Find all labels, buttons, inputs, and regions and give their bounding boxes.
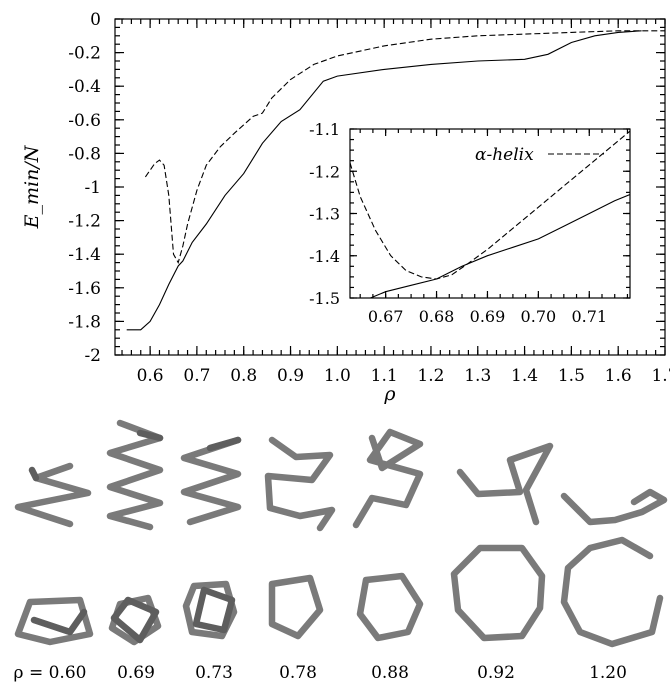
x-tick-label: 1.0	[324, 366, 351, 386]
structure-side-0-88	[352, 428, 424, 529]
x-tick-label: 1.7	[651, 366, 670, 386]
rho-label-0-73: 0.73	[195, 663, 233, 683]
structure-side-0-60	[14, 462, 92, 528]
x-tick-label: 1.3	[464, 366, 491, 386]
structure-side-0-92	[456, 442, 554, 526]
y-tick-label: -1.4	[68, 245, 101, 265]
rho-label-0-78: 0.78	[279, 663, 317, 683]
y-tick-label: -0.8	[68, 144, 101, 164]
structure-top-0-60-b	[30, 608, 88, 636]
y-tick-label: -1	[84, 178, 101, 198]
inset-y-ticks: -1.1 -1.2 -1.3 -1.4 -1.5	[309, 120, 630, 308]
y-tick-label: -1.8	[68, 312, 101, 332]
structure-side-1-20	[560, 488, 668, 526]
structure-top-0-88	[356, 572, 424, 642]
y-tick-label: -0.2	[68, 44, 101, 64]
rho-label-0-88: 0.88	[371, 663, 409, 683]
main-y-axis-label: E_min/N	[21, 144, 43, 229]
structure-top-0-60	[14, 596, 94, 646]
y-tick-label: -1.4	[309, 247, 340, 266]
structure-side-0-78	[264, 436, 336, 532]
series-line-solid	[126, 30, 642, 331]
x-tick-label: 0.69	[470, 307, 506, 326]
series-line-solid	[370, 193, 630, 298]
x-tick-label: 1.4	[511, 366, 538, 386]
x-tick-label: 1.5	[558, 366, 585, 386]
x-tick-label: 0.9	[277, 366, 304, 386]
rho-label-1-20: 1.20	[589, 663, 627, 683]
main-x-ticks: 0.6 0.7 0.8 0.9 1.0 1.1 1.2 1.3 1.4 1.5 1.6 1.7	[121, 19, 670, 386]
main-chart: 0.6 0.7 0.8 0.9 1.0 1.1 1.2 1.3 1.4 1.5 1.6 1.7 0 -0…	[21, 10, 670, 405]
x-tick-label: 0.8	[230, 366, 257, 386]
y-tick-label: -1.5	[309, 289, 340, 308]
rho-label-0-69: 0.69	[117, 663, 155, 683]
inset-annotation-alpha-helix: α-helix	[475, 145, 534, 165]
structure-side-0-73-b	[206, 436, 242, 452]
x-tick-label: 0.67	[368, 307, 404, 326]
structure-side-0-69	[106, 419, 164, 531]
y-tick-label: -1.3	[309, 205, 340, 224]
structure-side-0-73	[180, 436, 242, 526]
x-tick-label: 0.7	[183, 366, 210, 386]
inset-series	[350, 130, 630, 298]
x-tick-label: 0.68	[419, 307, 455, 326]
series-line-dashed	[144, 30, 665, 265]
y-tick-label: -0.4	[68, 77, 101, 97]
y-tick-label: -2	[84, 346, 101, 366]
structure-top-0-69-b	[110, 596, 160, 644]
x-tick-label: 1.6	[605, 366, 632, 386]
main-x-axis-label: ρ	[383, 383, 396, 405]
y-tick-label: -1.2	[309, 162, 340, 181]
structure-panel: ρ = 0.60 0.69 0.73 0.78 0.88 0.92 1.20	[14, 419, 668, 683]
x-tick-label: 1.2	[417, 366, 444, 386]
inset-x-ticks: 0.67 0.68 0.69 0.70 0.71	[359, 129, 629, 326]
structure-top-0-92	[450, 544, 546, 642]
structure-side-0-69-b	[136, 429, 164, 442]
main-series	[126, 30, 665, 331]
structure-top-0-73	[182, 580, 238, 640]
inset-legend-background	[470, 142, 546, 166]
structure-side-0-60-b	[28, 466, 40, 482]
y-tick-label: 0	[90, 10, 101, 30]
series-line-dashed	[350, 130, 630, 280]
rho-label-0-92: 0.92	[477, 663, 515, 683]
main-y-ticks: 0 -0.2 -0.4 -0.6 -0.8 -1 -1.2 -1.4 -1.6 -1.8 -2	[68, 10, 665, 366]
x-tick-label: 0.70	[521, 307, 557, 326]
x-tick-label: 0.71	[571, 307, 607, 326]
x-tick-label: 1.1	[371, 366, 398, 386]
rho-label-0-60: ρ = 0.60	[14, 663, 87, 683]
y-tick-label: -1.2	[68, 212, 101, 232]
structure-top-1-20	[560, 536, 664, 648]
x-tick-label: 0.6	[137, 366, 164, 386]
structure-top-0-78	[268, 574, 324, 640]
structure-top-0-73-b	[192, 586, 236, 634]
y-tick-label: -1.6	[68, 279, 101, 299]
y-tick-label: -1.1	[309, 120, 340, 139]
inset-chart: 0.67 0.68 0.69 0.70 0.71 -1.1-1.2-1.3-1.4-1.…	[309, 120, 631, 326]
y-tick-label: -0.6	[68, 111, 101, 131]
